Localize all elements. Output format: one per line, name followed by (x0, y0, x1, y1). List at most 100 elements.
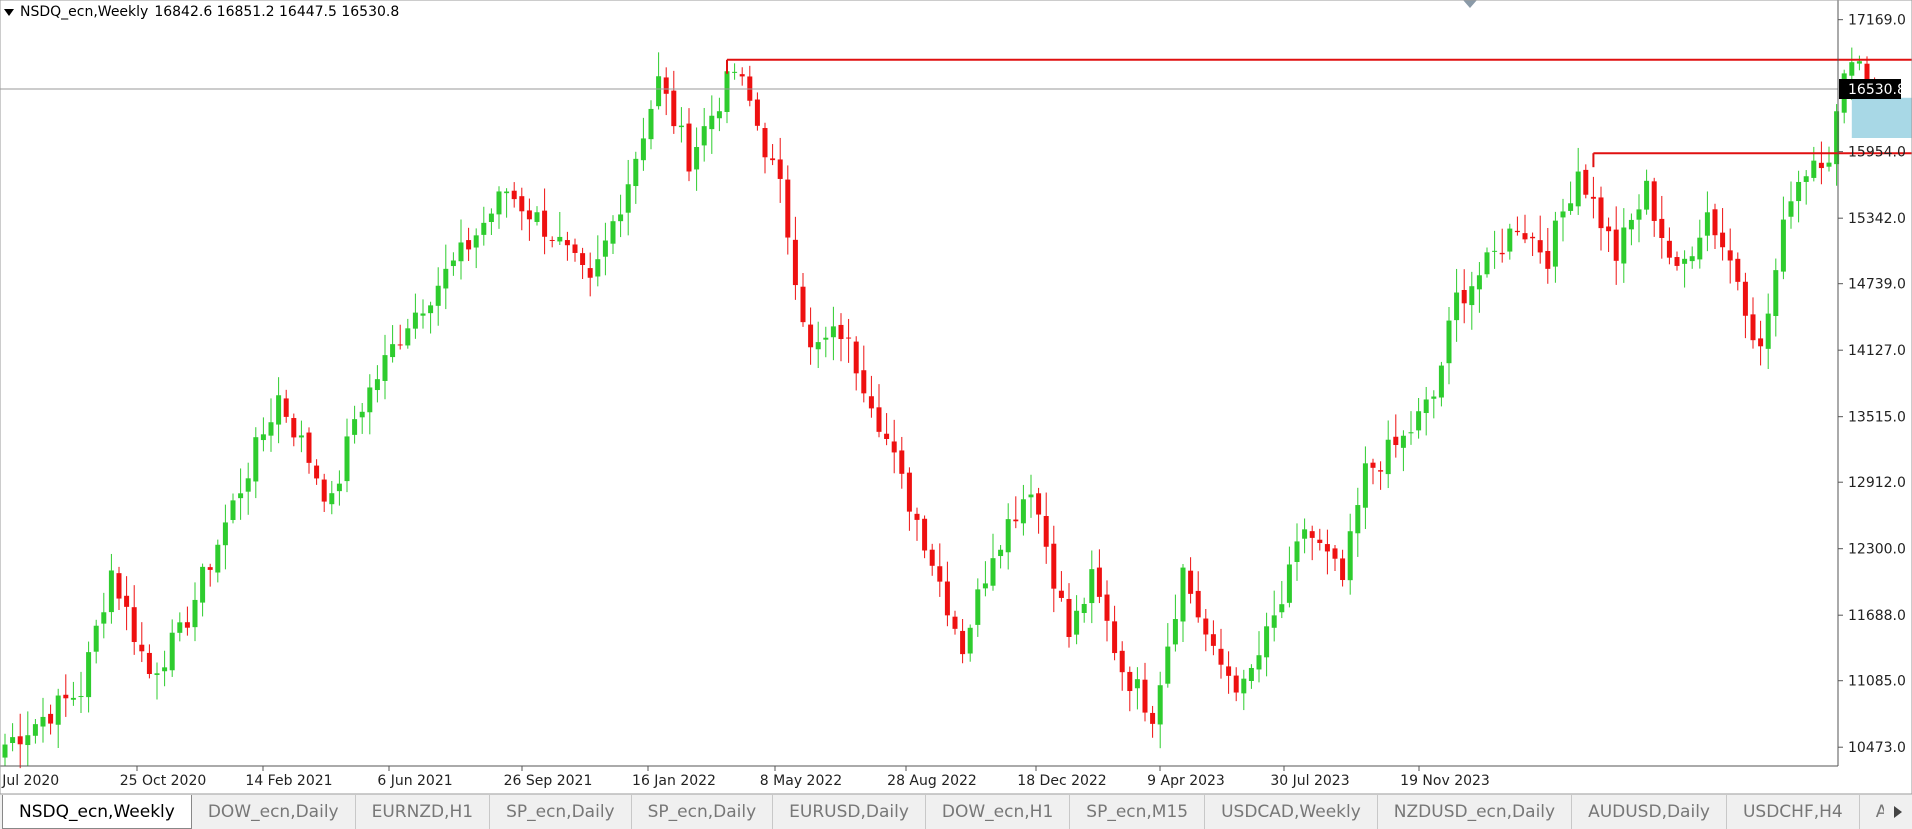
tab-chart-1[interactable]: DOW_ecn,Daily (192, 795, 356, 829)
candle-body (686, 123, 692, 172)
candle-body (564, 240, 570, 246)
price-label: 12912.0 (1848, 475, 1906, 491)
tab-chart-10[interactable]: AUDUSD,Daily (1572, 795, 1727, 829)
time-label: 30 Jul 2023 (1270, 773, 1349, 789)
candle-body (1461, 289, 1467, 304)
candle-body (770, 158, 776, 161)
candle-body (63, 694, 69, 699)
candle-body (1552, 220, 1558, 267)
candle-body (1621, 227, 1627, 264)
candle-body (1020, 499, 1026, 524)
candle-body (1613, 229, 1619, 261)
candle-body (1628, 219, 1634, 230)
candle-body (101, 612, 107, 624)
candle-body (975, 589, 981, 625)
candle-body (678, 125, 684, 128)
candle-body (374, 379, 380, 391)
candle-body (48, 713, 54, 724)
candle-body (108, 570, 114, 613)
candle-body (830, 326, 836, 338)
chart-background (0, 0, 1912, 794)
candle-body (139, 644, 145, 652)
candle-body (922, 518, 928, 551)
candle-body (709, 115, 715, 130)
tab-chart-4[interactable]: SP_ecn,Daily (632, 795, 774, 829)
tab-scroll-right-button[interactable] (1884, 795, 1912, 829)
candle-body (1309, 531, 1315, 538)
candle-body (496, 191, 502, 215)
candle-body (200, 566, 206, 603)
tab-chart-6[interactable]: DOW_ecn,H1 (926, 795, 1071, 829)
candle-body (17, 736, 23, 745)
candle-body (1568, 203, 1574, 211)
candle-body (450, 260, 456, 267)
candle-body (944, 581, 950, 616)
candle-body (230, 500, 236, 520)
time-axis[interactable]: 5 Jul 2020 25 Oct 2020 14 Feb 2021 6 Jun 20… (0, 766, 1490, 789)
candle-body (1226, 666, 1232, 676)
candle-body (1157, 685, 1163, 725)
candle-body (526, 210, 532, 220)
price-label: 15954.0 (1848, 145, 1906, 161)
candle-body (1811, 160, 1817, 178)
candle-body (785, 179, 791, 238)
candle-body (1697, 237, 1703, 260)
candle-body (595, 259, 601, 277)
candle-body (329, 493, 335, 505)
candle-body (732, 71, 738, 73)
candle-body (481, 222, 487, 235)
price-label: 10473.0 (1848, 740, 1906, 756)
candle-body (1294, 541, 1300, 562)
price-axis[interactable]: 17169.0 16530.8 15954.0 15342.0 14739.0 14127… (1838, 13, 1906, 757)
tab-chart-11[interactable]: USDCHF,H4 (1727, 795, 1860, 829)
price-label: 11688.0 (1848, 608, 1906, 624)
candle-body (1682, 258, 1688, 264)
tab-chart-2[interactable]: EURNZD,H1 (356, 795, 491, 829)
candle-body (640, 138, 646, 161)
candle-body (32, 724, 38, 736)
candle-body (458, 242, 464, 262)
candle-body (1522, 233, 1528, 240)
candle-body (116, 573, 122, 599)
candle-body (1081, 603, 1087, 614)
candle-body (1104, 594, 1110, 621)
candle-body (1347, 531, 1353, 581)
candle-body (93, 625, 99, 652)
price-label: 11085.0 (1848, 674, 1906, 690)
candle-body (473, 235, 479, 248)
tab-chart-7[interactable]: SP_ecn,M15 (1070, 795, 1206, 829)
candle-body (154, 673, 160, 675)
tab-chart-9[interactable]: NZDUSD_ecn,Daily (1378, 795, 1573, 829)
candle-body (1416, 411, 1422, 431)
current-price-label: 16530.8 (1848, 82, 1906, 98)
tab-chart-8[interactable]: USDCAD,Weekly (1205, 795, 1378, 829)
collapse-triangle-icon[interactable] (4, 8, 14, 16)
chart-shift-marker-icon (1463, 0, 1477, 8)
arrow-right-icon (1894, 806, 1902, 818)
candle-body (1849, 62, 1855, 76)
candle-body (488, 213, 494, 223)
candle-body (549, 239, 555, 241)
tab-chart-3[interactable]: SP_ecn,Daily (490, 795, 632, 829)
time-label: 8 May 2022 (760, 773, 842, 789)
candle-body (2, 744, 8, 758)
candle-body (336, 483, 342, 492)
candle-body (124, 595, 130, 607)
candle-body (648, 108, 654, 140)
candle-body (853, 341, 859, 374)
candle-body (1066, 598, 1072, 637)
candle-body (1112, 621, 1118, 654)
time-label: 6 Jun 2021 (377, 773, 452, 789)
candle-body (1537, 240, 1543, 253)
candle-body (1370, 462, 1376, 468)
candle-body (162, 667, 168, 672)
candle-body (177, 622, 183, 633)
tab-chart-0[interactable]: NSDQ_ecn,Weekly (2, 795, 192, 829)
tab-chart-5[interactable]: EURUSD,Daily (773, 795, 926, 829)
candle-body (1279, 604, 1285, 613)
current-price-tag (1839, 79, 1901, 100)
candle-body (511, 190, 517, 200)
symbol-label: NSDQ_ecn,Weekly (20, 4, 149, 20)
candle-body (1727, 250, 1733, 261)
price-chart[interactable]: 17169.0 16530.8 15954.0 15342.0 14739.0 14127… (0, 0, 1912, 794)
